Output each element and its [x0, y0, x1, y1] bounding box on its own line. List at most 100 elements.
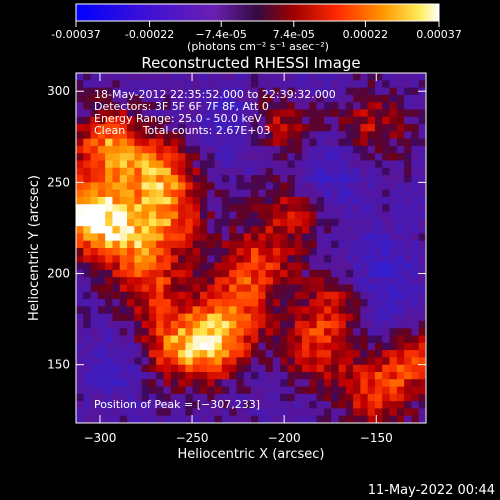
- heatmap-cell: [287, 262, 296, 271]
- heatmap-cell: [90, 204, 99, 213]
- heatmap-cell: [83, 182, 92, 191]
- heatmap-cell: [382, 80, 391, 89]
- heatmap-cell: [105, 182, 114, 191]
- heatmap-cell: [411, 218, 420, 227]
- heatmap-cell: [112, 277, 121, 286]
- heatmap-cell: [178, 189, 186, 198]
- heatmap-cell: [243, 182, 252, 191]
- heatmap-cell: [90, 357, 99, 366]
- heatmap-cell: [382, 211, 391, 220]
- heatmap-cell: [272, 328, 281, 337]
- heatmap-cell: [229, 73, 238, 81]
- heatmap-cell: [236, 335, 245, 344]
- heatmap-cell: [418, 73, 426, 81]
- heatmap-cell: [382, 277, 391, 286]
- heatmap-cell: [323, 364, 332, 373]
- heatmap-cell: [199, 328, 208, 337]
- heatmap-cell: [148, 189, 157, 198]
- heatmap-cell: [345, 350, 354, 358]
- heatmap-cell: [396, 401, 405, 410]
- heatmap-cell: [119, 160, 128, 169]
- heatmap-cell: [119, 313, 128, 322]
- heatmap-cell: [411, 204, 420, 213]
- heatmap-cell: [323, 313, 332, 322]
- heatmap-cell: [148, 116, 157, 125]
- heatmap-cell: [294, 233, 303, 242]
- heatmap-cell: [331, 248, 340, 256]
- heatmap-cell: [302, 320, 310, 329]
- heatmap-cell: [345, 175, 354, 183]
- heatmap-cell: [170, 291, 179, 300]
- heatmap-cell: [148, 138, 157, 147]
- heatmap-cell: [294, 248, 303, 256]
- heatmap-cell: [185, 408, 194, 417]
- heatmap-cell: [229, 109, 238, 118]
- heatmap-cell: [331, 102, 340, 111]
- heatmap-cell: [163, 138, 172, 147]
- heatmap-cell: [156, 408, 165, 417]
- heatmap-cell: [353, 386, 361, 395]
- heatmap-cell: [221, 226, 230, 235]
- heatmap-cell: [192, 277, 201, 286]
- heatmap-cell: [76, 335, 84, 344]
- heatmap-cell: [323, 262, 332, 271]
- heatmap-cell: [280, 153, 289, 162]
- chart-title: Reconstructed RHESSI Image: [141, 54, 360, 72]
- heatmap-cell: [236, 269, 245, 278]
- heatmap-cell: [404, 80, 413, 89]
- heatmap-cell: [170, 335, 179, 344]
- heatmap-cell: [199, 415, 208, 423]
- heatmap-cell: [323, 335, 332, 344]
- heatmap-cell: [294, 145, 303, 154]
- heatmap-cell: [229, 306, 238, 315]
- heatmap-cell: [148, 299, 157, 307]
- heatmap-cell: [404, 313, 413, 322]
- heatmap-cell: [251, 145, 259, 154]
- heatmap-cell: [148, 211, 157, 220]
- heatmap-cell: [243, 73, 252, 81]
- heatmap-cell: [360, 131, 369, 140]
- heatmap-cell: [258, 306, 267, 315]
- heatmap-cell: [192, 226, 201, 235]
- heatmap-cell: [192, 240, 201, 249]
- heatmap-cell: [280, 364, 289, 373]
- heatmap-cell: [316, 320, 325, 329]
- heatmap-cell: [272, 393, 281, 402]
- heatmap-cell: [207, 138, 216, 147]
- heatmap-cell: [112, 204, 121, 213]
- heatmap-cell: [207, 306, 216, 315]
- heatmap-cell: [105, 291, 114, 300]
- heatmap-cell: [258, 262, 267, 271]
- heatmap-cell: [389, 379, 398, 388]
- heatmap-cell: [265, 94, 274, 103]
- heatmap-cell: [265, 211, 274, 220]
- heatmap-cell: [97, 401, 106, 410]
- heatmap-cell: [294, 401, 303, 410]
- heatmap-cell: [396, 306, 405, 315]
- heatmap-cell: [374, 364, 383, 373]
- heatmap-cell: [76, 196, 84, 205]
- heatmap-cell: [345, 87, 354, 96]
- heatmap-cell: [302, 371, 310, 380]
- heatmap-cell: [353, 291, 361, 300]
- heatmap-cell: [382, 240, 391, 249]
- heatmap-cell: [199, 364, 208, 373]
- heatmap-cell: [141, 109, 150, 118]
- heatmap-cell: [345, 415, 354, 423]
- heatmap-cell: [258, 277, 267, 286]
- heatmap-cell: [272, 204, 281, 213]
- heatmap-cell: [265, 277, 274, 286]
- heatmap-cell: [105, 284, 114, 293]
- heatmap-cell: [170, 167, 179, 176]
- heatmap-cell: [374, 386, 383, 395]
- heatmap-cell: [199, 116, 208, 125]
- heatmap-cell: [170, 124, 179, 132]
- heatmap-cell: [331, 131, 340, 140]
- heatmap-cell: [97, 393, 106, 402]
- heatmap-cell: [83, 73, 92, 81]
- heatmap-cell: [112, 269, 121, 278]
- heatmap-cell: [97, 240, 106, 249]
- heatmap-cell: [287, 291, 296, 300]
- heatmap-cell: [83, 277, 92, 286]
- heatmap-cell: [236, 357, 245, 366]
